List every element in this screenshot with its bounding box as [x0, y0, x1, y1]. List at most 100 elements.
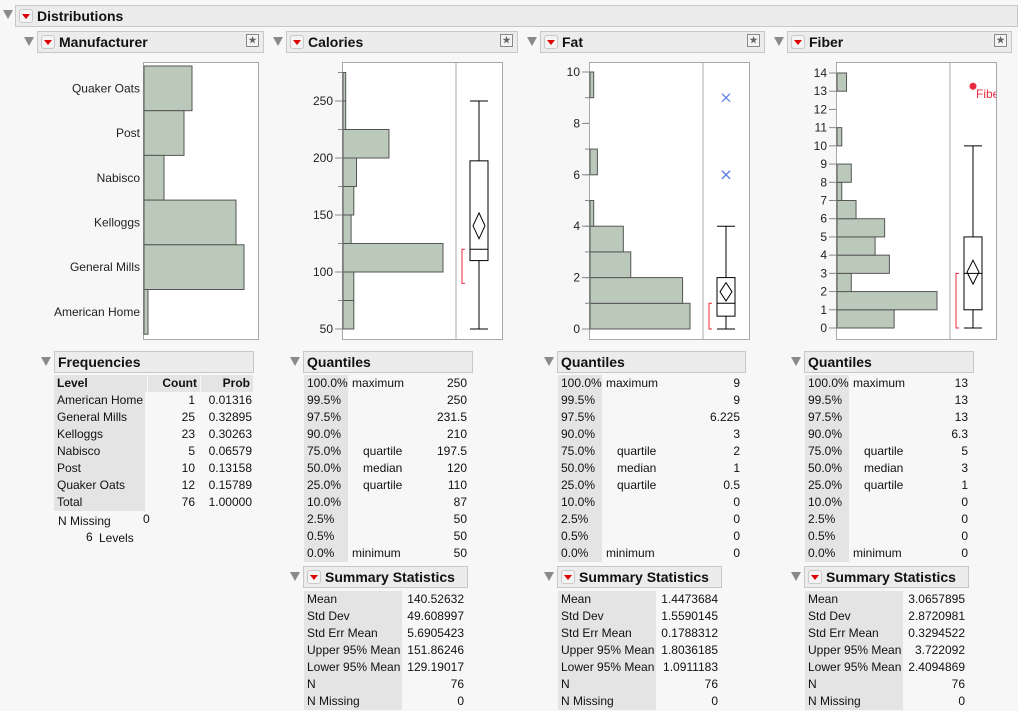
disclosure-triangle-icon[interactable]: [527, 37, 537, 46]
pin-icon[interactable]: ★: [994, 34, 1007, 47]
summary-value: 129.19017: [407, 660, 464, 674]
summary-label: Std Dev: [307, 609, 350, 623]
quantile-pct: 90.0%: [808, 427, 843, 441]
red-menu-icon[interactable]: [41, 35, 55, 49]
quantile-label: quartile: [617, 444, 657, 458]
summary-label: Mean: [307, 592, 338, 606]
pin-icon[interactable]: ★: [246, 34, 259, 47]
category-label: General Mills: [70, 260, 140, 274]
summary-label: Mean: [561, 592, 592, 606]
quantile-value: 5: [961, 444, 968, 458]
quantile-pct: 2.5%: [307, 512, 335, 526]
red-menu-icon[interactable]: [544, 35, 558, 49]
red-menu-icon[interactable]: [791, 35, 805, 49]
summary-title: Summary Statistics: [579, 569, 709, 585]
disclosure-triangle-icon[interactable]: [791, 357, 801, 366]
summary-value: 3.0657895: [908, 592, 965, 606]
quantile-value: 13: [954, 410, 968, 424]
disclosure-triangle-icon[interactable]: [290, 572, 300, 581]
quantile-value: 1: [733, 461, 740, 475]
histogram-bar: [836, 163, 852, 183]
axis-tick-label: 0: [820, 321, 827, 335]
summary-label-column: [805, 591, 903, 710]
red-menu-icon[interactable]: [290, 35, 304, 49]
table-cell: American Home: [54, 392, 145, 409]
bar-post: [143, 110, 185, 156]
table-cell: Quaker Oats: [54, 477, 145, 494]
column-header: Prob: [201, 375, 253, 392]
quantile-pct-column: [558, 375, 602, 562]
axis-tick-label: 10: [567, 65, 581, 79]
category-label: American Home: [54, 305, 140, 319]
bar-kelloggs: [143, 199, 237, 246]
summary-label: Std Err Mean: [808, 626, 879, 640]
disclosure-triangle-icon[interactable]: [290, 357, 300, 366]
category-label: Kelloggs: [94, 215, 140, 229]
disclosure-triangle-icon[interactable]: [273, 37, 283, 46]
summary-label: N Missing: [307, 694, 360, 708]
histogram-bar: [342, 300, 355, 330]
quantile-pct: 10.0%: [307, 495, 342, 509]
axis-tick-label: 2: [573, 271, 580, 285]
disclosure-triangle-icon[interactable]: [24, 37, 34, 46]
summary-label: Std Err Mean: [307, 626, 378, 640]
table-cell: 1: [188, 393, 195, 407]
disclosure-triangle-icon[interactable]: [544, 572, 554, 581]
red-menu-icon[interactable]: [808, 570, 822, 584]
quantile-pct-column: [805, 375, 849, 562]
quantile-value: 6.3: [951, 427, 968, 441]
panel-title: Calories: [308, 34, 364, 50]
summary-title: Summary Statistics: [826, 569, 956, 585]
axis-tick-label: 1: [820, 303, 827, 317]
quantile-value: 120: [446, 461, 467, 475]
quantile-pct: 10.0%: [561, 495, 596, 509]
quantile-label: maximum: [606, 376, 659, 390]
summary-value: 3.722092: [914, 643, 965, 657]
outlier-x-marker: [721, 93, 731, 103]
summary-label: Lower 95% Mean: [808, 660, 902, 674]
histogram-bar: [589, 251, 632, 279]
axis-tick-label: 8: [820, 175, 827, 189]
histogram-bar: [342, 271, 355, 301]
histogram-bar: [836, 272, 852, 293]
summary-label: Mean: [808, 592, 839, 606]
n-missing-value: 0: [143, 512, 150, 526]
axis-tick-label: 7: [820, 194, 827, 208]
disclosure-triangle-icon[interactable]: [791, 572, 801, 581]
summary-title: Summary Statistics: [325, 569, 455, 585]
quantile-pct: 0.5%: [307, 529, 335, 543]
histogram-bar: [342, 157, 358, 187]
table-cell: 23: [181, 427, 195, 441]
summary-label: Std Err Mean: [561, 626, 632, 640]
panel-title: Fat: [562, 34, 583, 50]
axis-tick-label: 50: [320, 322, 334, 336]
summary-label-column: [558, 591, 656, 710]
axis-tick-label: 8: [573, 116, 580, 130]
panel-title: Manufacturer: [59, 34, 148, 50]
quantile-pct-column: [304, 375, 348, 562]
axis-tick-label: 9: [820, 157, 827, 171]
disclosure-triangle-icon[interactable]: [41, 357, 51, 366]
red-menu-icon[interactable]: [307, 570, 321, 584]
pin-icon[interactable]: ★: [747, 34, 760, 47]
quantile-value: 250: [446, 376, 467, 390]
quantile-pct: 0.0%: [561, 546, 589, 560]
quantile-label: minimum: [606, 546, 655, 560]
quantile-pct: 99.5%: [808, 393, 843, 407]
histogram-bar: [589, 277, 684, 304]
quantile-value: 210: [446, 427, 467, 441]
axis-tick-label: 14: [814, 66, 828, 80]
summary-value: 1.0911183: [663, 660, 718, 674]
mean-diamond: [472, 211, 486, 240]
outlier-x-marker: [721, 170, 731, 180]
disclosure-triangle-icon[interactable]: [544, 357, 554, 366]
red-menu-icon[interactable]: [19, 9, 33, 23]
pin-icon[interactable]: ★: [500, 34, 513, 47]
table-cell: Post: [54, 460, 145, 477]
disclosure-triangle-icon[interactable]: [774, 37, 784, 46]
charts-layer: Quaker Oats Post Nabisco Kelloggs General Mi…: [54, 62, 996, 340]
quantile-pct: 10.0%: [808, 495, 843, 509]
red-menu-icon[interactable]: [561, 570, 575, 584]
disclosure-triangle-icon[interactable]: [3, 10, 13, 19]
quantile-pct: 97.5%: [307, 410, 342, 424]
